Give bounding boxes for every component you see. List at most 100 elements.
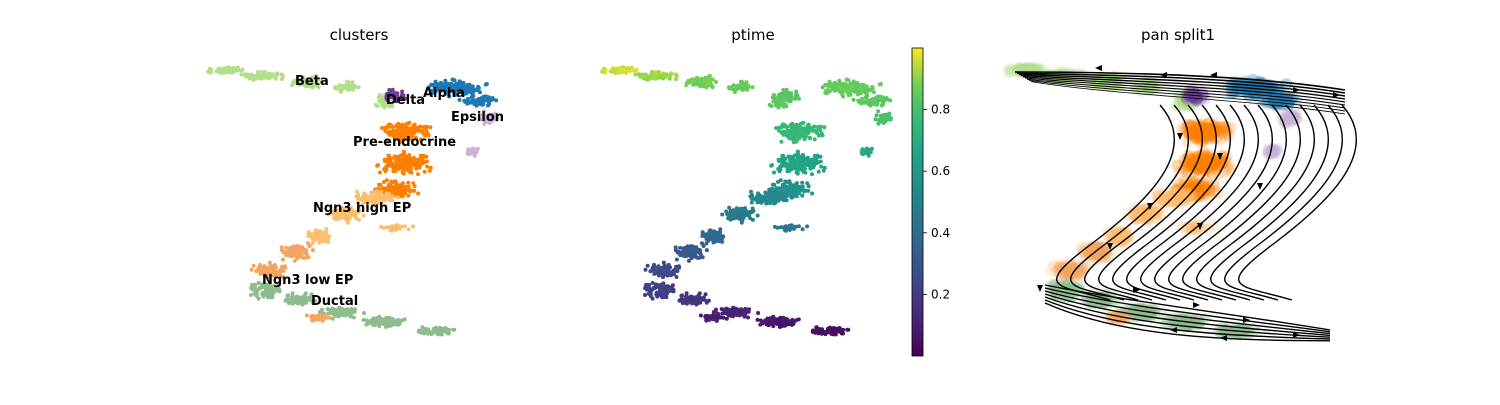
ptime-point <box>731 212 735 216</box>
cluster-point <box>296 301 300 305</box>
cluster-point <box>314 229 318 233</box>
ptime-point <box>800 187 804 191</box>
cluster-point <box>380 126 384 130</box>
ptime-point <box>845 78 849 82</box>
ptime-point <box>762 198 766 202</box>
ptime-point <box>867 154 871 158</box>
cluster-point <box>346 216 350 220</box>
cluster-point <box>291 291 295 295</box>
ptime-point <box>777 158 781 162</box>
ptime-point <box>776 322 780 326</box>
ptime-point <box>845 328 849 332</box>
cluster-point <box>419 154 423 158</box>
cluster-point <box>426 332 430 336</box>
cluster-point <box>249 286 253 290</box>
cluster-point <box>252 283 256 287</box>
ptime-point <box>790 164 794 168</box>
ptime-point <box>796 152 800 156</box>
ptime-point <box>631 68 635 72</box>
ptime-point <box>739 307 743 311</box>
ptime-point <box>746 310 750 314</box>
ptime-point <box>690 301 694 305</box>
ptime-point <box>819 125 823 129</box>
ptime-point <box>678 246 682 250</box>
ptime-point <box>786 190 790 194</box>
ptime-point <box>781 88 785 92</box>
cluster-point <box>319 237 323 241</box>
ptime-point <box>794 90 798 94</box>
ptime-point <box>856 93 860 97</box>
ptime-point <box>700 234 704 238</box>
ptime-point <box>773 225 777 229</box>
ptime-point <box>779 102 783 106</box>
cluster-point <box>414 160 418 164</box>
ptime-point <box>651 281 655 285</box>
ptime-point <box>710 235 714 239</box>
ptime-point <box>670 271 674 275</box>
ptime-point <box>699 83 703 87</box>
ptime-point <box>663 272 667 276</box>
cluster-point <box>333 85 337 89</box>
cluster-point <box>466 97 470 101</box>
ptime-point <box>779 125 783 129</box>
ptime-point <box>771 183 775 187</box>
ptime-point <box>873 100 877 104</box>
ptime-point <box>727 85 731 89</box>
cluster-point <box>390 186 394 190</box>
cluster-point <box>389 180 393 184</box>
ptime-point <box>767 191 771 195</box>
cluster-point <box>412 189 416 193</box>
cluster-point <box>371 322 375 326</box>
cluster-point <box>396 122 400 126</box>
cluster-point <box>241 68 245 72</box>
ptime-point <box>796 94 800 98</box>
ptime-point <box>737 210 741 214</box>
ptime-point <box>798 132 802 136</box>
cluster-point <box>283 266 287 270</box>
clusters-title: clusters <box>330 26 389 44</box>
ptime-point <box>784 317 788 321</box>
cluster-point <box>218 69 222 73</box>
ptime-point <box>718 231 722 235</box>
ptime-point <box>757 193 761 197</box>
ptime-point <box>720 307 724 311</box>
ptime-point <box>797 191 801 195</box>
cluster-point <box>391 169 395 173</box>
cluster-point <box>326 240 330 244</box>
ptime-point <box>779 178 783 182</box>
colorbar-tick-label: 0.8 <box>931 103 950 117</box>
ptime-point <box>687 254 691 258</box>
ptime-point <box>824 91 828 95</box>
ptime-point <box>700 241 704 245</box>
ptime-point <box>719 235 723 239</box>
ptime-point <box>726 216 730 220</box>
ptime-point <box>817 170 821 174</box>
cluster-point <box>406 181 410 185</box>
cluster-point <box>438 329 442 333</box>
ptime-point <box>735 313 739 317</box>
ptime-point <box>695 248 699 252</box>
ptime-point <box>796 127 800 131</box>
ptime-point <box>790 322 794 326</box>
cluster-point <box>381 196 385 200</box>
ptime-point <box>785 169 789 173</box>
ptime-point <box>651 297 655 301</box>
ptime-point <box>884 118 888 122</box>
cluster-point <box>288 248 292 252</box>
ptime-point <box>681 301 685 305</box>
ptime-point <box>635 68 639 72</box>
ptime-point <box>704 314 708 318</box>
cluster-point <box>338 83 342 87</box>
ptime-point <box>862 85 866 89</box>
ptime-point <box>785 163 789 167</box>
ptime-point <box>731 217 735 221</box>
ptime-point <box>663 264 667 268</box>
ptime-point <box>704 232 708 236</box>
ptime-point <box>682 248 686 252</box>
ptime-point <box>808 160 812 164</box>
ptime-point <box>664 75 668 79</box>
ptime-point <box>880 104 884 108</box>
ptime-point <box>695 76 699 80</box>
ptime-point <box>819 160 823 164</box>
